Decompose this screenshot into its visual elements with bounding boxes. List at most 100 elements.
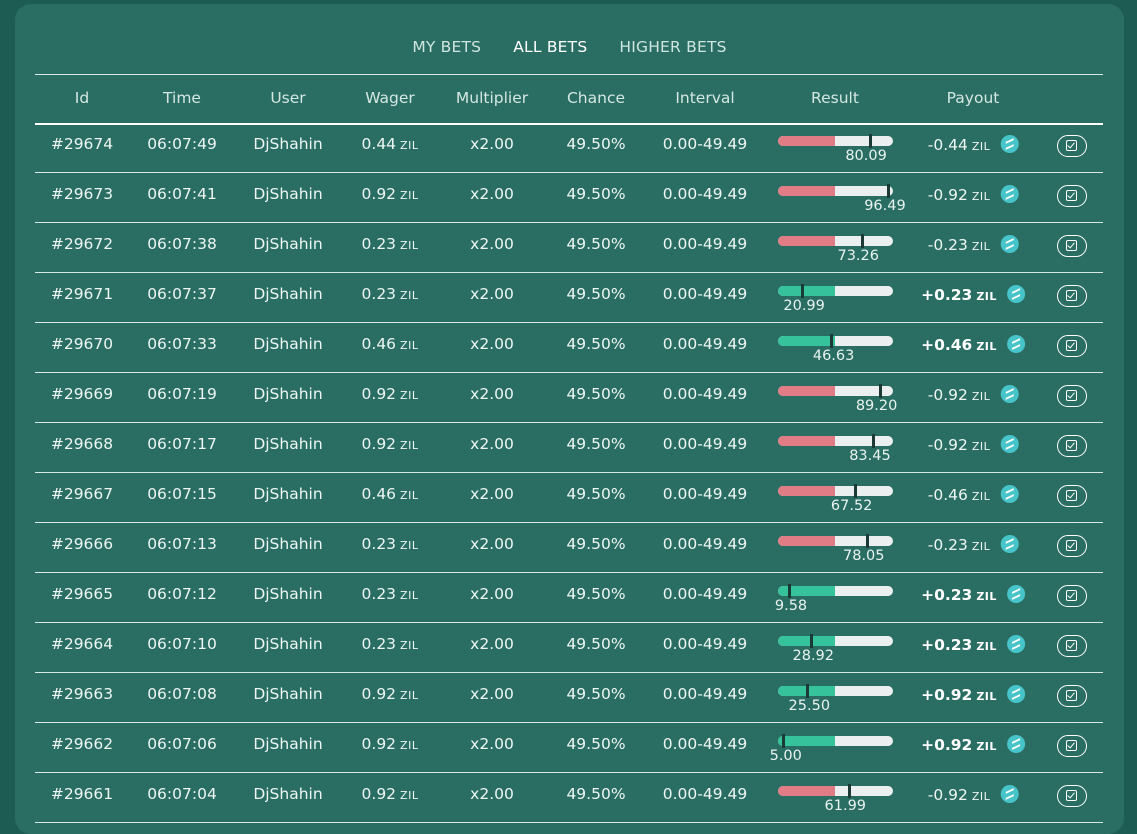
bet-time: 06:07:04 (147, 785, 217, 803)
result-marker (866, 534, 870, 548)
payout-amount: +0.92 (921, 686, 973, 704)
payout-amount: -0.46 (927, 486, 968, 504)
result-value: 25.50 (788, 698, 831, 714)
result-value: 20.99 (783, 298, 825, 314)
bet-payout: -0.92 ZIL (928, 785, 1019, 804)
payout-amount: -0.92 (927, 386, 968, 404)
bet-multiplier: x2.00 (470, 185, 514, 203)
verify-bet-button[interactable] (1057, 535, 1087, 557)
table-row: #29666 06:07:13 DjShahin 0.23 ZIL x2.00 49.50%… (35, 523, 1103, 573)
currency-label: ZIL (400, 589, 419, 602)
bet-interval: 0.00-49.49 (662, 585, 748, 603)
bet-wager: 0.92 ZIL (362, 385, 419, 403)
bet-user: DjShahin (253, 235, 323, 253)
verify-bet-button[interactable] (1057, 485, 1087, 507)
bet-id: #29669 (50, 385, 114, 403)
bet-wager: 0.92 ZIL (362, 785, 419, 803)
verify-bet-button[interactable] (1057, 185, 1087, 207)
currency-label: ZIL (400, 389, 419, 402)
currency-label: ZIL (400, 239, 419, 252)
bet-chance: 49.50% (566, 635, 626, 653)
bet-chance: 49.50% (566, 585, 626, 603)
bet-multiplier: x2.00 (470, 735, 514, 753)
wager-amount: 0.92 (361, 785, 397, 803)
bet-payout: -0.23 ZIL (928, 235, 1019, 254)
tab-my-bets[interactable]: MY BETS (412, 38, 482, 56)
bet-interval: 0.00-49.49 (662, 285, 748, 303)
bet-chance: 49.50% (566, 185, 626, 203)
verify-bet-button[interactable] (1057, 585, 1087, 607)
bet-user: DjShahin (253, 685, 323, 703)
wager-amount: 0.23 (361, 585, 397, 603)
table-row: #29664 06:07:10 DjShahin 0.23 ZIL x2.00 49.50%… (35, 623, 1103, 673)
table-header: Id Time User Wager Multiplier Chance Int… (35, 74, 1103, 125)
column-header-user: User (270, 89, 306, 107)
result-value: 80.09 (845, 148, 887, 164)
zil-coin-icon (1006, 335, 1025, 353)
verify-bet-button[interactable] (1057, 135, 1087, 157)
bet-interval: 0.00-49.49 (662, 335, 748, 353)
bet-time: 06:07:41 (147, 185, 217, 203)
zil-coin-icon (1000, 535, 1019, 553)
bet-user: DjShahin (253, 635, 323, 653)
result-marker (868, 134, 872, 148)
payout-amount: +0.23 (921, 636, 973, 654)
checkbox-icon (1066, 340, 1077, 351)
currency-label: ZIL (400, 689, 419, 702)
verify-bet-button[interactable] (1057, 285, 1087, 307)
payout-amount: +0.23 (921, 286, 973, 304)
zil-coin-icon (1000, 235, 1019, 253)
checkbox-icon (1066, 590, 1077, 601)
currency-label: ZIL (400, 539, 419, 552)
verify-bet-button[interactable] (1057, 385, 1087, 407)
bet-chance: 49.50% (566, 685, 626, 703)
bet-wager: 0.44 ZIL (362, 135, 419, 153)
bet-multiplier: x2.00 (470, 485, 514, 503)
table-row: #29672 06:07:38 DjShahin 0.23 ZIL x2.00 49.50%… (35, 223, 1103, 273)
tab-all-bets[interactable]: ALL BETS (513, 38, 588, 56)
checkbox-icon (1066, 490, 1077, 501)
zil-coin-icon (1006, 685, 1025, 703)
bet-wager: 0.23 ZIL (362, 285, 419, 303)
verify-bet-button[interactable] (1057, 435, 1087, 457)
payout-amount: -0.23 (927, 236, 968, 254)
verify-bet-button[interactable] (1057, 785, 1087, 807)
result-bar (778, 286, 893, 296)
bet-wager: 0.92 ZIL (362, 735, 419, 753)
column-header-chance: Chance (566, 89, 626, 107)
result-bar (778, 736, 893, 746)
bet-wager: 0.46 ZIL (362, 335, 419, 353)
checkbox-icon (1066, 240, 1077, 251)
checkbox-icon (1066, 190, 1077, 201)
result-bar (778, 136, 893, 146)
currency-label: ZIL (971, 440, 991, 453)
checkbox-icon (1066, 640, 1077, 651)
zil-coin-icon (1000, 785, 1019, 803)
currency-label: ZIL (400, 489, 419, 502)
verify-bet-button[interactable] (1057, 235, 1087, 257)
table-row: #29671 06:07:37 DjShahin 0.23 ZIL x2.00 49.50%… (35, 273, 1103, 323)
bet-wager: 0.92 ZIL (362, 435, 419, 453)
result-marker (809, 634, 813, 648)
table-row: #29670 06:07:33 DjShahin 0.46 ZIL x2.00 49.50%… (35, 323, 1103, 373)
verify-bet-button[interactable] (1057, 685, 1087, 707)
tab-higher-bets[interactable]: HIGHER BETS (619, 38, 727, 56)
bet-interval: 0.00-49.49 (662, 235, 748, 253)
verify-bet-button[interactable] (1057, 635, 1087, 657)
column-header-time: Time (163, 89, 201, 107)
bet-time: 06:07:49 (147, 135, 217, 153)
bet-user: DjShahin (253, 385, 323, 403)
bet-id: #29671 (50, 285, 114, 303)
bet-user: DjShahin (253, 435, 323, 453)
result-marker (782, 734, 786, 748)
table-row: #29669 06:07:19 DjShahin 0.92 ZIL x2.00 49.50%… (35, 373, 1103, 423)
verify-bet-button[interactable] (1057, 735, 1087, 757)
currency-label: ZIL (976, 690, 997, 703)
verify-bet-button[interactable] (1057, 335, 1087, 357)
bets-panel: MY BETS ALL BETS HIGHER BETS Id Time Use… (15, 4, 1124, 834)
bet-time: 06:07:37 (147, 285, 217, 303)
result-bar (778, 586, 893, 596)
result-marker (854, 484, 858, 498)
bet-user: DjShahin (253, 485, 323, 503)
currency-label: ZIL (400, 289, 419, 302)
